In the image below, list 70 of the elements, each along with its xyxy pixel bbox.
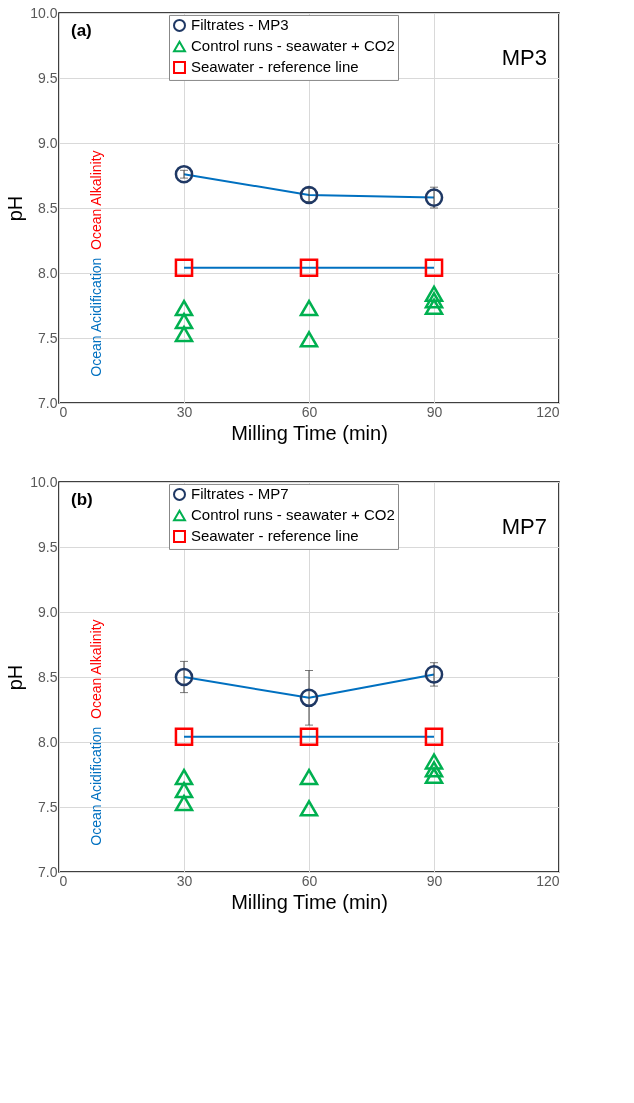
y-axis-title: pH <box>4 195 27 222</box>
point <box>299 727 319 747</box>
point <box>424 665 444 684</box>
point <box>424 753 444 770</box>
point <box>424 767 444 785</box>
point <box>174 794 194 812</box>
point <box>299 185 319 205</box>
x-tick-label: 90 <box>426 872 443 889</box>
y-tick-label: 7.0 <box>38 863 58 880</box>
point <box>174 667 194 687</box>
y-tick-label: 9.5 <box>38 69 58 86</box>
point <box>174 312 194 330</box>
x-tick-label: 120 <box>536 403 560 420</box>
point <box>424 188 444 207</box>
x-tick-label: 30 <box>176 403 193 420</box>
point <box>174 781 194 799</box>
annotation: Ocean Acidification <box>88 726 104 846</box>
point <box>299 688 319 708</box>
x-axis-title: Milling Time (min) <box>231 421 388 444</box>
legend-label: Control runs - seawater + CO2 <box>191 37 395 55</box>
y-tick-label: 9.5 <box>38 538 58 555</box>
legend-label: Control runs - seawater + CO2 <box>191 506 395 524</box>
annotation: (a) <box>71 21 92 40</box>
legend-label: Filtrates - MP7 <box>191 485 289 503</box>
annotation: Ocean Alkalinity <box>88 619 104 719</box>
annotation: MP7 <box>501 514 547 539</box>
point <box>174 299 194 317</box>
annotation: Ocean Alkalinity <box>88 150 104 250</box>
x-tick-label: 60 <box>301 403 318 420</box>
y-axis-title: pH <box>4 664 27 691</box>
y-tick-label: 7.5 <box>38 329 58 346</box>
point <box>424 292 444 309</box>
x-tick-label: 0 <box>59 403 68 420</box>
point <box>299 299 319 317</box>
point <box>299 258 319 278</box>
legend-label: Seawater - reference line <box>191 527 359 545</box>
y-tick-label: 8.5 <box>38 199 58 216</box>
annotation: Ocean Acidification <box>88 257 104 377</box>
point <box>424 285 444 303</box>
x-tick-label: 60 <box>301 872 318 889</box>
x-tick-label: 0 <box>59 872 68 889</box>
annotation: MP3 <box>501 45 547 70</box>
point <box>299 800 319 817</box>
point <box>174 768 194 786</box>
y-tick-label: 9.0 <box>38 603 58 620</box>
point <box>424 727 444 747</box>
point <box>174 258 194 278</box>
x-tick-label: 120 <box>536 872 560 889</box>
legend-label: Seawater - reference line <box>191 58 359 76</box>
annotation: (b) <box>71 490 93 509</box>
point <box>424 298 444 316</box>
point <box>299 768 319 786</box>
legend-label: Filtrates - MP3 <box>191 16 289 34</box>
x-tick-label: 90 <box>426 403 443 420</box>
y-tick-label: 8.0 <box>38 264 58 281</box>
y-tick-label: 9.0 <box>38 134 58 151</box>
point <box>174 164 194 184</box>
y-tick-label: 7.0 <box>38 394 58 411</box>
x-axis-title: Milling Time (min) <box>231 890 388 913</box>
point <box>174 325 194 343</box>
y-tick-label: 7.5 <box>38 798 58 815</box>
point <box>424 258 444 278</box>
y-tick-label: 8.0 <box>38 733 58 750</box>
y-tick-label: 10.0 <box>30 473 58 490</box>
y-tick-label: 10.0 <box>30 4 58 21</box>
point <box>174 727 194 747</box>
x-tick-label: 30 <box>176 872 193 889</box>
y-tick-label: 8.5 <box>38 668 58 685</box>
point <box>299 331 319 348</box>
point <box>424 761 444 778</box>
